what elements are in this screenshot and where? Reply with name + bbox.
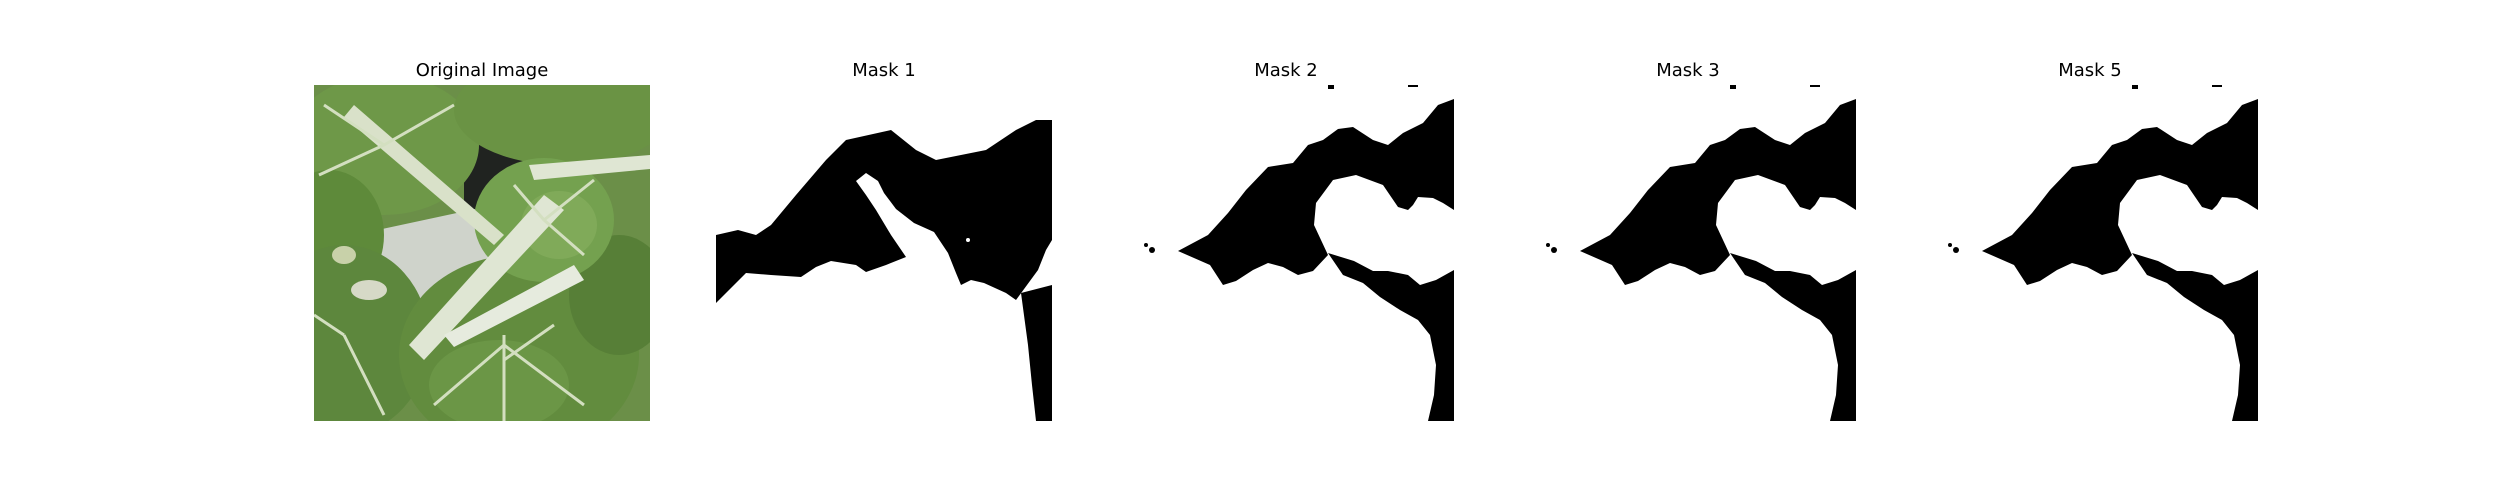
panel-title: Mask 5 — [2058, 60, 2122, 81]
panel-title: Mask 2 — [1254, 60, 1318, 81]
panel-title: Mask 1 — [852, 60, 916, 81]
mask-2-image — [1118, 85, 1454, 421]
panel-title: Mask 3 — [1656, 60, 1720, 81]
mask-1-image — [716, 85, 1052, 421]
panel-title: Original Image — [415, 60, 549, 81]
mask-3-image — [1520, 85, 1856, 421]
original-image — [314, 85, 650, 421]
mask-5-image — [1922, 85, 2258, 421]
